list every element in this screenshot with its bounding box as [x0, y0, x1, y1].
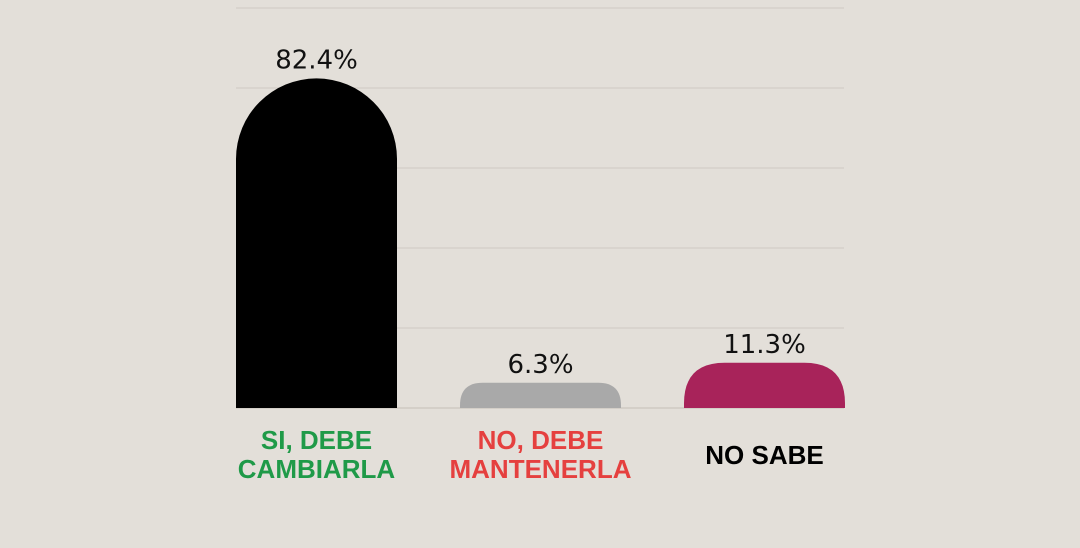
category-label-line: SI, DEBE — [260, 425, 373, 455]
bar — [684, 362, 845, 408]
category-label-line: CAMBIARLA — [237, 454, 396, 484]
bar — [236, 78, 397, 408]
category-label: SI, DEBE CAMBIARLA — [217, 426, 417, 484]
category-label: NO, DEBE MANTENERLA — [441, 426, 641, 484]
data-label: 82.4% — [275, 45, 358, 75]
category-label-line: MANTENERLA — [449, 454, 632, 484]
bar — [460, 382, 621, 408]
data-label: 6.3% — [507, 350, 573, 380]
category-label-line: NO SABE — [705, 440, 824, 470]
data-label: 11.3% — [723, 330, 806, 360]
category-label-line: NO, DEBE — [477, 425, 604, 455]
category-label: NO SABE — [665, 441, 865, 470]
